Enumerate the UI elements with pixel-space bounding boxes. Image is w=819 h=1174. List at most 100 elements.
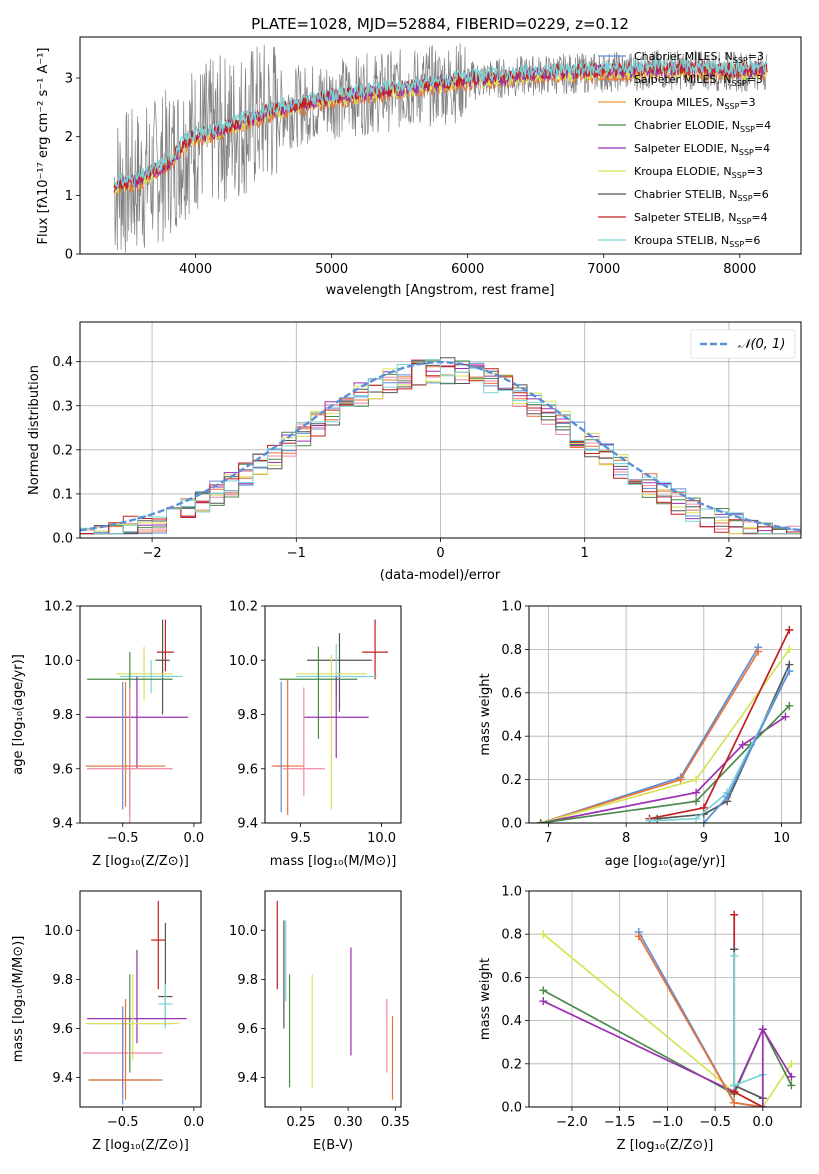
weight-marker (692, 814, 701, 823)
age_vs_Z-marks (85, 619, 189, 823)
panel-frame (528, 605, 802, 824)
y-tick-label: 0.0 (501, 1101, 522, 1116)
weight-marker (692, 797, 701, 806)
weight-marker (754, 647, 763, 656)
mass_vs_ebv-panel: 0.25 0.30 0.35 9.4 9.6 9.8 10.0 E(B-V) (229, 890, 410, 1153)
data-point-kroupa-stelib (158, 984, 173, 1029)
y-tick-label: 0.3 (52, 399, 73, 414)
weight-marker (785, 625, 794, 634)
x-tick-label: 9.5 (290, 831, 311, 846)
weight-line-kroupa-stelib (733, 955, 764, 1107)
y-tick-label: 10.0 (44, 924, 73, 939)
y-axis-label: mass weight (478, 673, 493, 755)
ticks: 7 8 9 10 0.0 0.2 0.4 0.6 0.8 1.0 (501, 600, 790, 847)
y-tick-label: 0.8 (501, 643, 522, 658)
weight-marker (758, 1025, 767, 1034)
spectrum-traces (113, 43, 768, 253)
x-axis-label: Z [log₁₀(Z/Z⊙)] (617, 1138, 714, 1153)
weight-marker (676, 775, 685, 784)
y-tick-label: 0.2 (501, 1057, 522, 1072)
data-point-salpeter-miles (271, 679, 304, 815)
legend-label: Chabrier MILES, NSSP=3 (634, 50, 764, 65)
spectrum-legend: Chabrier MILES, NSSP=3 Salpeter MILES, NS… (598, 50, 771, 249)
y-tick-label: 0.0 (501, 817, 522, 832)
data-point-kroupa-elodie (115, 646, 173, 701)
y-tick-label: 9.8 (52, 708, 73, 723)
y-tick-label: 0.2 (501, 773, 522, 788)
weight-marker (785, 701, 794, 710)
weight-marker (634, 932, 643, 941)
y-tick-label: 3 (65, 72, 73, 87)
weight-marker (723, 792, 732, 801)
spectrum-panel: 4000 5000 6000 7000 8000 0 1 2 3 Chabrier MILES,… (36, 36, 802, 298)
x-tick-label: −1.0 (652, 1115, 684, 1130)
weight-marker (787, 1072, 796, 1081)
y-tick-label: 0.4 (501, 730, 522, 745)
normal-curve (80, 360, 801, 532)
spectrum-xlabel: wavelength [Angstrom, rest frame] (326, 283, 555, 298)
age_vs_Z-panel: −0.5 0.0 9.4 9.6 9.8 10.0 10.2 Z [log₁₀(Z/Z⊙)] a… (11, 600, 204, 870)
x-axis-label: Z [log₁₀(Z/Z⊙)] (92, 854, 189, 869)
y-tick-label: 9.4 (52, 1071, 73, 1086)
weight-marker (730, 1081, 739, 1090)
spectrum-frame (79, 36, 802, 255)
data-point-salpeter-miles (85, 681, 166, 807)
x-axis-label: Z [log₁₀(Z/Z⊙)] (92, 1138, 189, 1153)
x-tick-label: 8000 (723, 262, 756, 277)
residuals-histograms (80, 357, 801, 535)
legend-label: Chabrier ELODIE, NSSP=4 (634, 119, 771, 134)
y-tick-label: 1 (65, 189, 73, 204)
y-tick-label: 0.4 (52, 355, 73, 370)
x-axis-label: E(B-V) (313, 1138, 353, 1153)
x-tick-label: 0.0 (184, 831, 205, 846)
y-tick-label: 9.6 (237, 1022, 258, 1037)
data-point-chabrier-miles (274, 681, 288, 813)
y-axis-label: mass weight (478, 958, 493, 1040)
x-tick-label: −1 (287, 546, 306, 561)
weight_vs_Z-marks (539, 910, 796, 1107)
weight-line-kroupa-stelib (649, 670, 791, 822)
weight-line-salpeter-elodie (540, 715, 786, 823)
panel-frame (528, 890, 802, 1108)
x-tick-label: 0 (436, 546, 444, 561)
grid (529, 605, 801, 824)
weight_vs_age-marks (536, 625, 794, 823)
parameter-panels: −0.5 0.0 9.4 9.6 9.8 10.0 10.2 Z [log₁₀(Z/Z⊙)] a… (11, 600, 802, 1153)
weight-marker (730, 910, 739, 919)
legend-label: Salpeter STELIB, NSSP=4 (634, 211, 768, 226)
x-tick-label: 2 (725, 546, 733, 561)
weight-marker (539, 986, 548, 995)
weight-marker (787, 1059, 796, 1068)
residuals-legend: 𝒩(0, 1) (690, 329, 796, 359)
data-point-chabrier-miles (88, 681, 157, 810)
weight-marker (730, 951, 739, 960)
data-point-salpeter-stelib (156, 619, 174, 672)
weight-marker (730, 1098, 739, 1107)
weight-marker (692, 788, 701, 797)
weight-marker (785, 645, 794, 654)
y-tick-label: 10.0 (44, 654, 73, 669)
ticks: 0.25 0.30 0.35 9.4 9.6 9.8 10.0 (229, 924, 410, 1130)
ticks: −0.5 0.0 9.4 9.6 9.8 10.0 (44, 924, 204, 1130)
weight-marker (699, 819, 708, 823)
y-tick-label: 9.6 (237, 762, 258, 777)
legend-label: Chabrier STELIB, NSSP=6 (634, 188, 769, 203)
x-tick-label: 10 (773, 831, 790, 846)
spectrum-title: PLATE=1028, MJD=52884, FIBERID=0229, z=0… (251, 15, 629, 33)
legend-label: Kroupa STELIB, NSSP=6 (634, 234, 760, 249)
residuals-ticks: −2 −1 0 1 2 0.0 0.1 0.2 0.3 0.4 (52, 355, 733, 561)
data-point-chabrier-stelib (307, 633, 372, 712)
data-point-salpeter-elodie (85, 676, 189, 769)
weight-line-salpeter-stelib (733, 914, 764, 1107)
ticks: −2.0 −1.5 −1.0 −0.5 0.0 0.0 0.2 0.4 0.6 0.8 1.0 (501, 885, 773, 1131)
residuals-ylabel: Normed distribution (27, 365, 42, 495)
mass_vs_ebv-marks (276, 900, 394, 1100)
data-point-extra-pink (282, 687, 325, 796)
weight-line-chabrier-elodie (540, 705, 790, 823)
y-axis-label: age [log₁₀(age/yr)] (11, 654, 26, 775)
ticks: 9.5 10.0 9.4 9.6 9.8 10.0 10.2 (229, 600, 396, 847)
weight-marker (692, 775, 701, 784)
residuals-panel: −2 −1 0 1 2 0.0 0.1 0.2 0.3 0.4 𝒩(0, 1) (data-mod… (27, 321, 802, 583)
legend-label: Salpeter ELODIE, NSSP=4 (634, 142, 770, 157)
